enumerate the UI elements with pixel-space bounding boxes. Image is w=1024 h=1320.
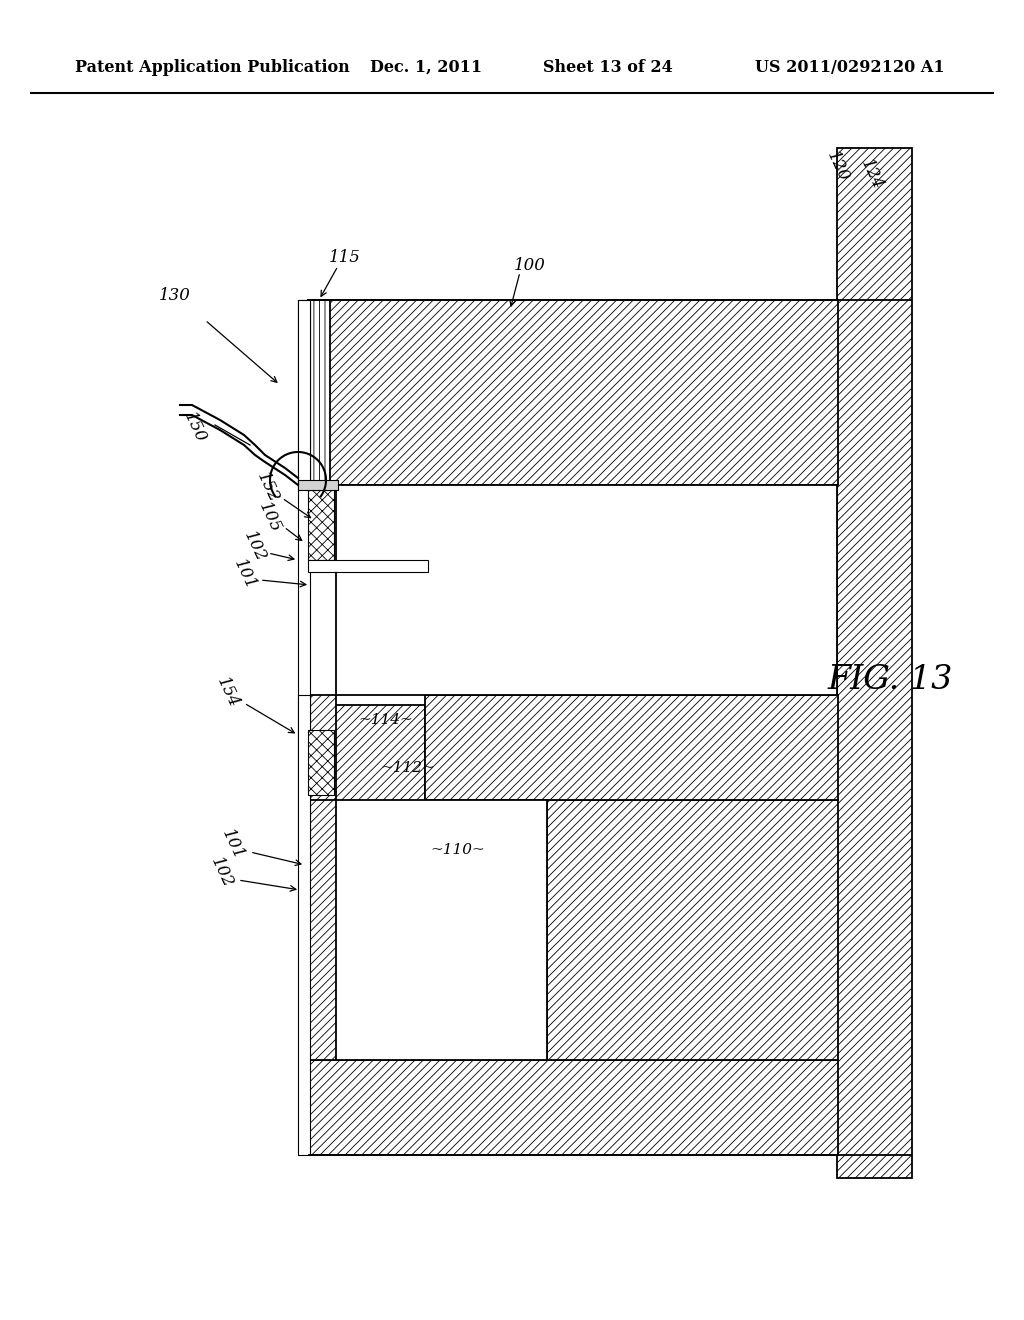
Bar	[308, 705, 425, 1060]
Bar	[547, 800, 838, 1060]
Text: 105: 105	[256, 500, 285, 536]
Text: ~110~: ~110~	[430, 843, 484, 857]
Bar	[425, 696, 838, 800]
Bar	[308, 300, 838, 484]
Bar	[308, 560, 428, 572]
Text: 101: 101	[218, 826, 248, 863]
Bar	[308, 490, 334, 560]
Text: 152: 152	[254, 470, 283, 506]
Bar	[308, 730, 334, 795]
Text: 154: 154	[214, 675, 243, 711]
Text: 130: 130	[159, 286, 190, 304]
Bar	[336, 800, 547, 1060]
Bar	[837, 148, 912, 1177]
Text: Sheet 13 of 24: Sheet 13 of 24	[543, 58, 673, 75]
Text: 102: 102	[241, 529, 269, 565]
Bar	[308, 300, 330, 484]
Text: 102: 102	[208, 855, 237, 891]
Text: ~114~: ~114~	[358, 713, 413, 727]
Text: 115: 115	[329, 249, 360, 267]
Text: ~112~: ~112~	[380, 762, 435, 775]
Bar	[298, 696, 310, 1155]
Bar	[336, 484, 837, 696]
Text: 100: 100	[514, 256, 546, 273]
Text: Patent Application Publication: Patent Application Publication	[75, 58, 350, 75]
Bar	[308, 696, 336, 800]
Bar	[298, 300, 310, 862]
Text: 150: 150	[180, 411, 210, 446]
Bar	[298, 480, 338, 490]
Text: Dec. 1, 2011: Dec. 1, 2011	[370, 58, 482, 75]
Text: 120: 120	[823, 149, 852, 185]
Text: 101: 101	[230, 557, 259, 593]
Text: US 2011/0292120 A1: US 2011/0292120 A1	[755, 58, 944, 75]
Bar	[298, 300, 310, 484]
Bar	[308, 1060, 838, 1155]
Text: FIG. 13: FIG. 13	[827, 664, 952, 696]
Text: 124: 124	[857, 157, 887, 193]
